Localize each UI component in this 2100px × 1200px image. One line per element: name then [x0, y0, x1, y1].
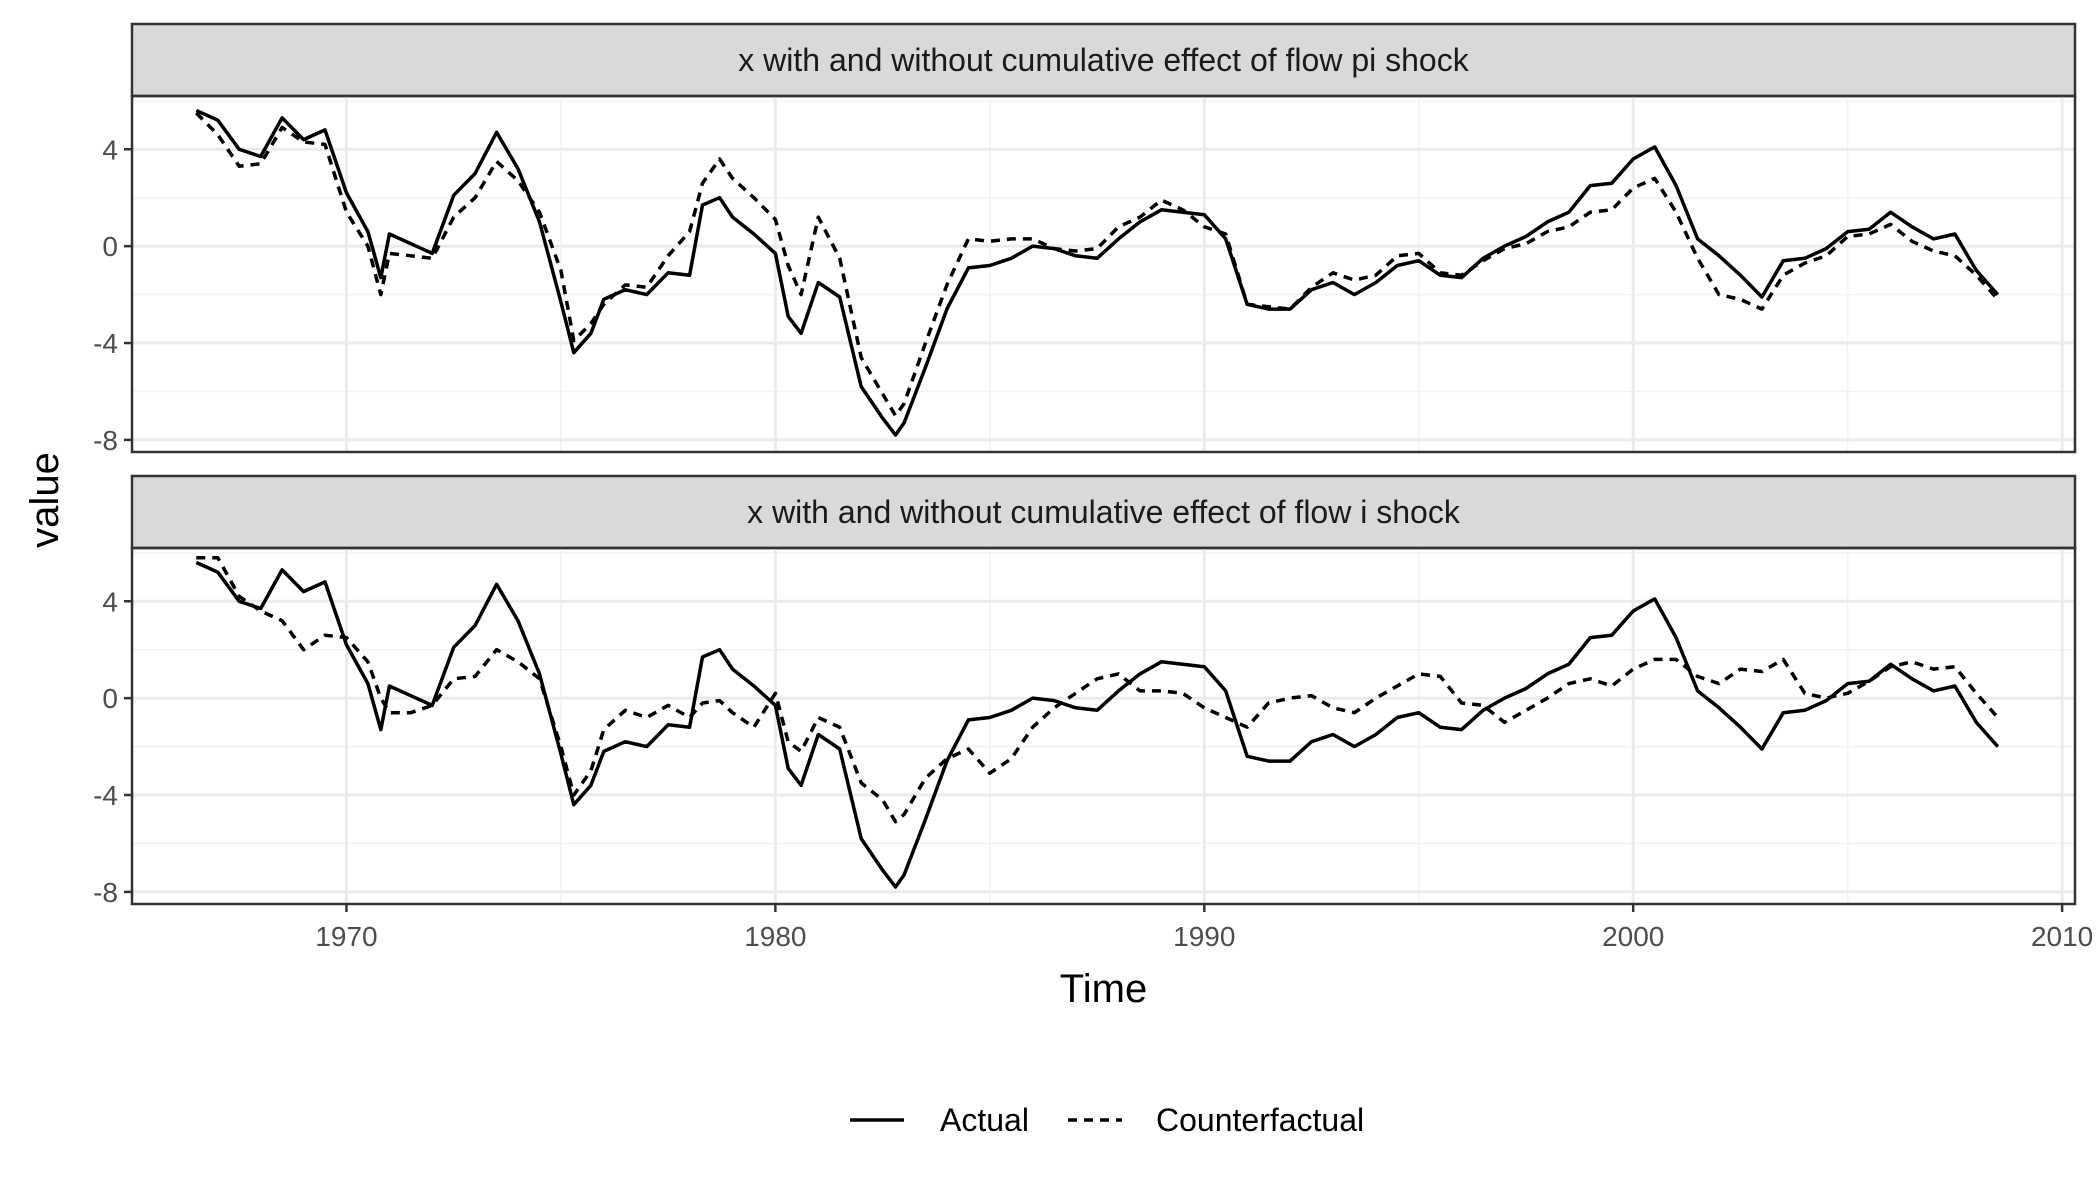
x-axis-title: Time [1060, 967, 1147, 1011]
legend-label-actual: Actual [940, 1102, 1029, 1138]
panel-2-series [195, 555, 2000, 889]
y-tick-label: 4 [102, 134, 118, 165]
series-line-counterfactual [195, 111, 2000, 418]
panel-2-gridlines [132, 548, 2075, 904]
legend-label-counterfactual: Counterfactual [1156, 1102, 1364, 1138]
panel-2-y-axis: -8 -4 0 4 [93, 586, 132, 908]
panel-2-title: x with and without cumulative effect of … [747, 494, 1461, 530]
y-tick-label: 0 [102, 683, 118, 714]
legend: Actual Counterfactual [850, 1102, 1364, 1138]
y-tick-label: -8 [93, 877, 118, 908]
panel-1-series [195, 108, 2000, 437]
y-tick-label: -4 [93, 780, 118, 811]
y-tick-label: -4 [93, 328, 118, 359]
series-line-counterfactual [196, 555, 2000, 824]
panel-1-gridlines [132, 96, 2075, 452]
panel-2-strip [130, 474, 2077, 550]
panel-1: x with and without cumulative effect of … [93, 22, 2077, 456]
panel-1-y-axis: -8 -4 0 4 [93, 134, 132, 456]
x-tick-label: 1980 [744, 921, 806, 952]
panel-1-border [130, 94, 2077, 454]
series-line-actual [195, 108, 2000, 437]
x-tick-label: 1990 [1173, 921, 1235, 952]
y-tick-label: 4 [102, 586, 118, 617]
panel-1-title: x with and without cumulative effect of … [738, 42, 1469, 78]
x-tick-label: 2010 [2031, 921, 2093, 952]
y-axis-title: value [23, 452, 67, 548]
y-tick-label: -8 [93, 425, 118, 456]
panel-2: x with and without cumulative effect of … [93, 474, 2077, 908]
x-tick-label: 2000 [1602, 921, 1664, 952]
y-tick-label: 0 [102, 231, 118, 262]
series-line-actual [195, 560, 2000, 889]
panel-2-border [130, 546, 2077, 906]
x-axis: 1970 1980 1990 2000 2010 [315, 904, 2093, 952]
x-tick-label: 1970 [315, 921, 377, 952]
panel-1-strip [130, 22, 2077, 98]
